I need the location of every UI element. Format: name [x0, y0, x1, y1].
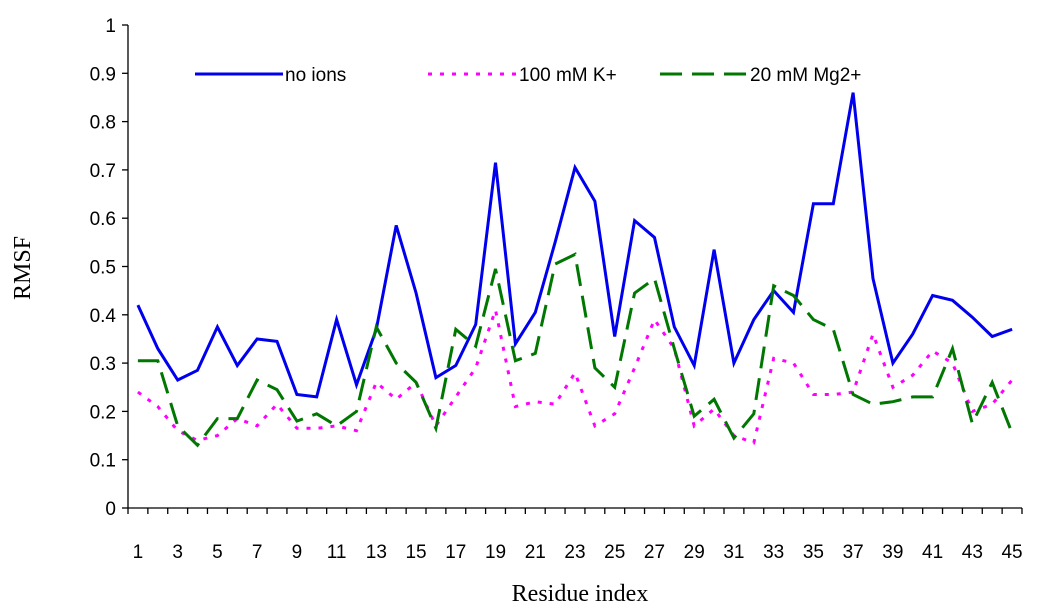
x-axis-title: Residue index [512, 581, 649, 607]
series-line-20-mm-mg2- [137, 252, 1014, 448]
x-tick-label: 41 [922, 542, 943, 563]
legend-label: 100 mM K+ [519, 65, 617, 86]
y-tick-label: 0.8 [90, 113, 116, 134]
y-tick-label: 0.5 [90, 258, 116, 279]
x-tick-label: 23 [564, 542, 585, 563]
x-tick-label: 17 [445, 542, 466, 563]
y-tick-label: 0.1 [90, 451, 116, 472]
legend: no ions 100 mM K+ 20 mM Mg2+ [195, 65, 861, 86]
x-tick-label: 3 [172, 542, 183, 563]
x-tick-label: 1 [133, 542, 144, 563]
x-tick-label: 39 [882, 542, 903, 563]
axes [127, 25, 1022, 509]
y-tick-label: 1 [105, 16, 116, 37]
y-tick-label: 0 [105, 499, 116, 520]
x-tick-label: 35 [803, 542, 824, 563]
legend-label: no ions [285, 65, 346, 86]
series-layer [136, 92, 1014, 448]
x-tick-label: 45 [1001, 542, 1022, 563]
y-tick-label: 0.3 [90, 354, 116, 375]
x-tick-label: 27 [644, 542, 665, 563]
x-tick-label: 43 [962, 542, 983, 563]
x-tick-label: 13 [366, 542, 387, 563]
x-tick-label: 19 [485, 542, 506, 563]
x-tick-label: 11 [327, 542, 347, 563]
y-axis-ticks: 0 0.1 0.2 0.3 0.4 0.5 0.6 0.7 0.8 0.9 1 [90, 16, 128, 520]
x-tick-label: 29 [684, 542, 705, 563]
legend-label: 20 mM Mg2+ [750, 65, 861, 86]
x-tick-label: 15 [405, 542, 426, 563]
x-tick-label: 33 [763, 542, 784, 563]
y-tick-label: 0.7 [90, 161, 116, 182]
y-tick-label: 0.4 [90, 306, 117, 327]
series-line-no-ions [136, 92, 1013, 399]
y-axis-title: RMSF [10, 236, 36, 300]
x-tick-label: 31 [723, 542, 744, 563]
x-tick-label: 7 [252, 542, 263, 563]
y-tick-label: 0.9 [90, 64, 116, 85]
y-tick-label: 0.6 [90, 209, 116, 230]
x-tick-label: 5 [212, 542, 223, 563]
x-tick-label: 9 [292, 542, 303, 563]
series-line-100-mm-k- [137, 304, 1014, 445]
x-axis-ticks: 1 3 5 7 9 11 13 15 17 19 21 23 25 27 29 31 33 35 37 39 41 43 4… [127, 508, 1023, 563]
x-tick-label: 25 [604, 542, 625, 563]
y-tick-label: 0.2 [90, 402, 116, 423]
x-tick-label: 37 [843, 542, 864, 563]
x-tick-label: 21 [525, 542, 546, 563]
